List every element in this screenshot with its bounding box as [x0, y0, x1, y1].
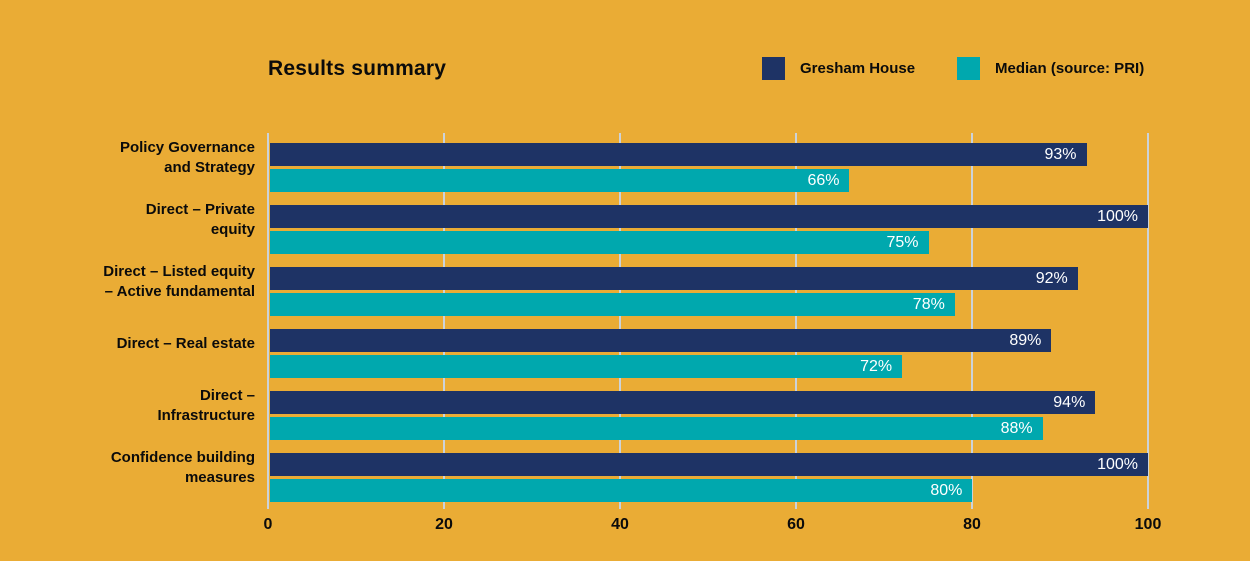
bar-value-label: 94%	[1053, 394, 1086, 411]
x-tick-label: 100	[1134, 516, 1162, 533]
bar-gresham-house: 94%	[270, 391, 1096, 414]
x-tick-label: 60	[787, 516, 805, 533]
bar-value-label: 88%	[1000, 420, 1033, 437]
x-tick-label: 80	[963, 516, 981, 533]
bar-gresham-house: 100%	[270, 453, 1148, 476]
bar-value-label: 100%	[1097, 456, 1138, 473]
bar-gresham-house: 100%	[270, 205, 1148, 228]
category-label-line: Direct – Private	[145, 201, 255, 218]
bar-value-label: 75%	[886, 234, 919, 251]
gridline	[619, 133, 621, 509]
category-label: Confidence building measures	[111, 448, 255, 488]
x-tick-label: 0	[263, 516, 273, 533]
bar-median: 88%	[270, 417, 1043, 440]
legend-swatch-median	[957, 57, 980, 80]
bar-median: 66%	[270, 169, 850, 192]
bar-gresham-house: 89%	[270, 329, 1052, 352]
category-label-line: Confidence building	[110, 449, 255, 466]
category-label-line: Direct – Real estate	[116, 335, 255, 352]
bar-value-label: 80%	[930, 482, 963, 499]
category-label: Direct – Listed equity – Active fundament…	[103, 262, 255, 302]
bar-value-label: 66%	[807, 172, 840, 189]
bar-value-label: 72%	[860, 358, 893, 375]
category-label-line: Direct –	[199, 387, 255, 404]
category-label-line: and Strategy	[164, 159, 255, 176]
gridline	[795, 133, 797, 509]
category-label: Direct – Private equity	[146, 200, 255, 240]
bar-value-label: 89%	[1009, 332, 1042, 349]
category-label: Direct – Infrastructure	[157, 386, 255, 426]
category-label-line: – Active fundamental	[104, 283, 255, 300]
category-label-line: equity	[210, 221, 255, 238]
chart-title: Results summary	[268, 57, 447, 80]
category-label: Policy Governance and Strategy	[120, 138, 255, 178]
bar-value-label: 78%	[912, 296, 945, 313]
legend-label-gresham-house: Gresham House	[800, 60, 916, 77]
category-label-line: Direct – Listed equity	[103, 263, 255, 280]
gridline	[267, 133, 269, 509]
category-label-line: Infrastructure	[157, 407, 255, 424]
x-tick-label: 20	[435, 516, 453, 533]
category-label-line: measures	[184, 469, 255, 486]
bar-gresham-house: 92%	[270, 267, 1078, 290]
bar-median: 80%	[270, 479, 973, 502]
category-label: Direct – Real estate	[117, 334, 255, 354]
bar-value-label: 92%	[1035, 270, 1068, 287]
bar-median: 78%	[270, 293, 955, 316]
bar-median: 72%	[270, 355, 903, 378]
legend-swatch-gresham-house	[762, 57, 785, 80]
category-label-line: Policy Governance	[119, 139, 255, 156]
gridline	[443, 133, 445, 509]
x-tick-label: 40	[611, 516, 629, 533]
bar-value-label: 93%	[1044, 146, 1077, 163]
gridline	[971, 133, 973, 509]
bar-value-label: 100%	[1097, 208, 1138, 225]
bar-median: 75%	[270, 231, 929, 254]
legend-label-median: Median (source: PRI)	[995, 60, 1145, 77]
gridline	[1147, 133, 1149, 509]
bar-gresham-house: 93%	[270, 143, 1087, 166]
